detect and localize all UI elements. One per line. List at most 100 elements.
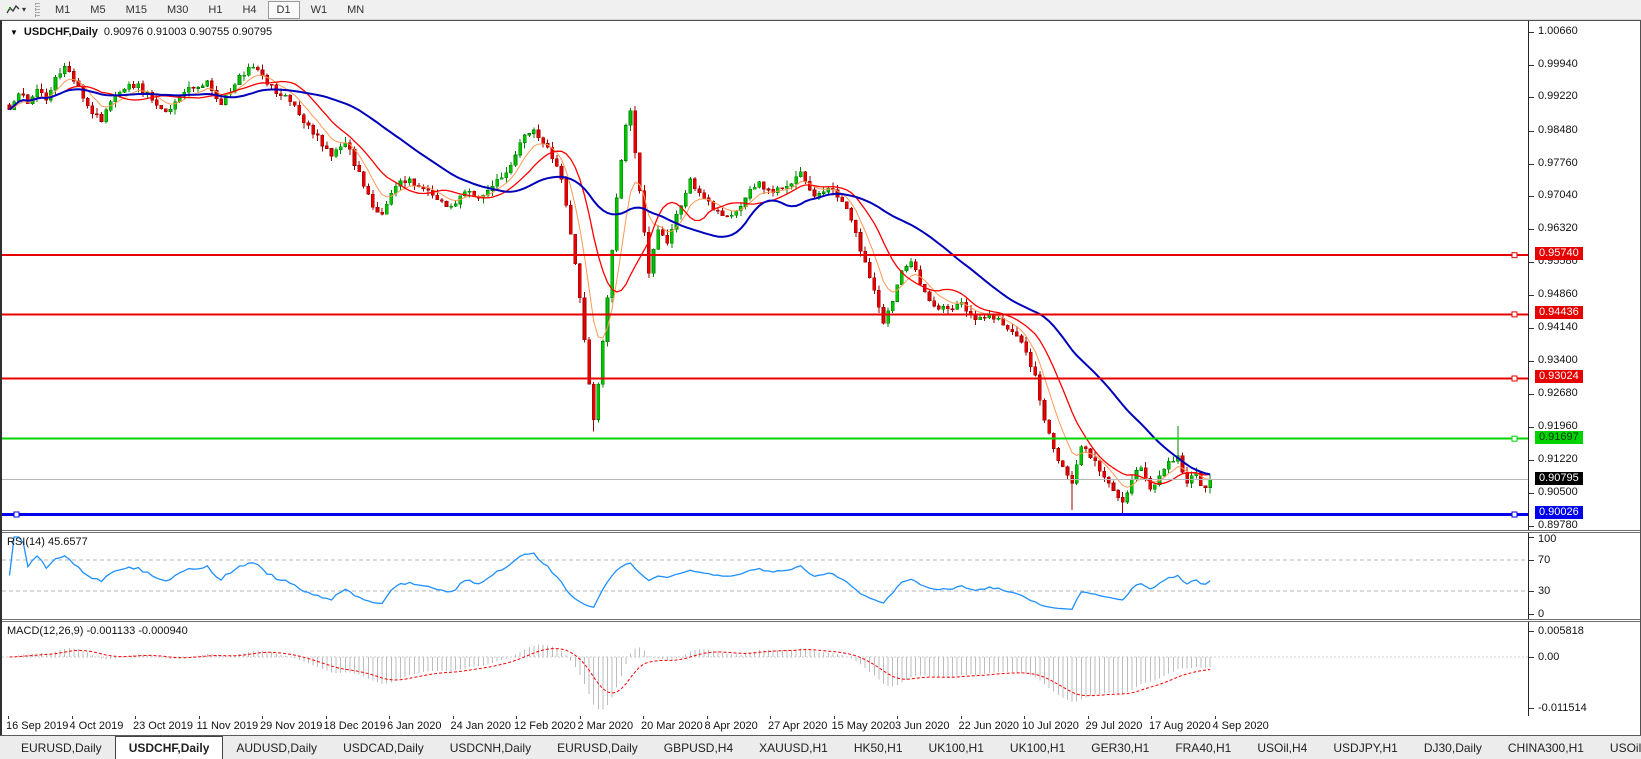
chart-title: ▼ USDCHF,Daily 0.90976 0.91003 0.90755 0… [10,26,272,38]
price-level-label-0.95740: 0.95740 [1535,247,1583,261]
price-axis-tick [1529,163,1534,165]
date-axis-tick [262,716,263,719]
timeframe-button-m5[interactable]: M5 [81,1,114,19]
macd-axis-tick [1529,631,1534,633]
date-axis-label: 27 Apr 2020 [768,720,828,732]
line-study-icon[interactable]: ▾ [3,3,29,17]
price-level-label-0.91697: 0.91697 [1535,430,1583,444]
chart-tab-usdchf-daily[interactable]: USDCHF,Daily [114,736,224,759]
chart-tab-usoil-h1[interactable]: USOil,H1 [1609,740,1641,755]
price-axis-label: 0.90500 [1538,485,1578,498]
date-axis-tick [897,716,898,719]
price-axis-label: 0.99220 [1538,90,1578,103]
chart-tab-xauusd-h1[interactable]: XAUUSD,H1 [759,740,828,755]
macd-axis[interactable]: 0.005818 0.00 -0.011514 [1528,622,1640,716]
price-axis-tick [1529,228,1534,230]
price-axis-label: 0.94140 [1538,320,1578,333]
chart-tab-usoil-h4[interactable]: USOil,H4 [1257,740,1308,755]
chart-tab-bar: EURUSD,Daily USDCHF,Daily AUDUSD,Daily USDC… [0,735,1641,759]
chart-tab-china300-h1[interactable]: CHINA300,H1 [1507,740,1584,755]
chart-tab-audusd-daily[interactable]: AUDUSD,Daily [236,740,318,755]
toolbar-grip-handle[interactable] [35,2,41,17]
price-axis-tick [1529,460,1534,462]
timeframe-button-h1[interactable]: H1 [199,1,231,19]
price-axis-tick [1529,31,1534,33]
chart-tab-dj30-daily[interactable]: DJ30,Daily [1423,740,1482,755]
price-axis-label: 0.97040 [1538,189,1578,202]
candlestick-chart-canvas[interactable] [2,21,1528,530]
macd-chart-canvas[interactable] [2,622,1528,716]
chart-tab-usdcad-daily[interactable]: USDCAD,Daily [343,740,424,755]
chart-symbol-label: USDCHF,Daily [23,26,98,38]
timeframe-button-w1[interactable]: W1 [302,1,337,19]
chart-ohlc-values: 0.90976 0.91003 0.90755 0.90795 [103,26,273,38]
date-axis-tick [325,716,327,719]
price-axis-label: 0.94860 [1538,288,1578,301]
collapse-triangle-icon[interactable]: ▼ [10,27,18,37]
timeframe-button-m30[interactable]: M30 [158,1,197,19]
chart-tab-uk100-h1[interactable]: UK100,H1 [1009,740,1066,755]
date-axis-label: 20 Mar 2020 [641,720,703,732]
zigzag-icon [6,4,20,13]
date-axis-tick [8,716,9,719]
date-axis-label: 11 Nov 2019 [196,720,259,732]
rsi-indicator-label: RSI(14) 45.6577 [7,536,88,548]
timeframe-button-h4[interactable]: H4 [233,1,265,19]
date-axis-tick [1151,716,1152,719]
tool-dropdown-caret[interactable]: ▾ [22,5,27,14]
timeframe-button-m1[interactable]: M1 [46,1,79,19]
panel-separator[interactable] [2,619,1640,622]
main-price-panel[interactable]: 1.00660 0.99940 0.99220 0.98480 0.97760 0.970… [2,21,1640,531]
timeframe-button-mn[interactable]: MN [338,1,373,19]
price-axis[interactable]: 1.00660 0.99940 0.99220 0.98480 0.97760 0.970… [1528,21,1640,531]
price-axis-label: 0.91220 [1538,453,1578,466]
chart-tab-uk100-h1[interactable]: UK100,H1 [928,740,984,755]
panel-separator[interactable] [2,530,1640,533]
rsi-axis-label: 70 [1538,554,1551,567]
ma-line-slow [8,88,1211,476]
chart-tab-usdjpy-h1[interactable]: USDJPY,H1 [1333,740,1398,755]
ma-line-mid [9,80,1211,485]
price-axis-label: 0.96320 [1538,221,1578,234]
chart-tab-usdcnh-daily[interactable]: USDCNH,Daily [449,740,532,755]
date-axis-tick [1087,716,1089,719]
date-axis-tick [770,716,771,719]
date-axis-label: 29 Jul 2020 [1085,720,1143,732]
chart-tab-gbpusd-h4[interactable]: GBPUSD,H4 [663,740,734,755]
date-axis-label: 15 May 2020 [831,720,896,732]
macd-panel[interactable]: 0.005818 0.00 -0.011514 MACD(12,26,9) -0.0… [2,622,1640,716]
price-axis-tick [1529,426,1534,428]
date-axis-tick [833,716,835,719]
macd-axis-label: 0.005818 [1538,625,1584,638]
price-axis-tick [1529,361,1534,363]
date-axis-label: 22 Jun 2020 [958,720,1020,732]
date-axis-label: 12 Feb 2020 [514,720,576,732]
chart-tab-eurusd-daily[interactable]: EURUSD,Daily [21,740,102,755]
chart-tab-eurusd-daily[interactable]: EURUSD,Daily [557,740,638,755]
macd-axis-tick [1529,708,1534,710]
date-axis[interactable]: 16 Sep 2019 4 Oct 2019 23 Oct 2019 11 Nov 2… [2,716,1640,735]
chart-tab-fra40-h1[interactable]: FRA40,H1 [1175,740,1232,755]
date-axis-label: 6 Jan 2020 [387,720,442,732]
timeframe-button-m15[interactable]: M15 [117,1,156,19]
rsi-axis[interactable]: 100 70 30 0 [1528,533,1640,620]
chart-tab-ger30-h1[interactable]: GER30,H1 [1091,740,1150,755]
date-axis-tick [198,716,200,719]
price-axis-label: 0.91960 [1538,419,1578,432]
rsi-chart-canvas[interactable] [2,533,1528,619]
date-axis-label: 3 Jun 2020 [895,720,950,732]
price-axis-label: 0.97760 [1538,156,1578,169]
price-level-label-0.90795: 0.90795 [1535,471,1583,485]
rsi-axis-tick [1529,537,1534,538]
price-axis-label: 0.93400 [1538,354,1578,367]
price-axis-tick [1529,130,1534,132]
macd-signal-line [9,648,1211,697]
rsi-axis-label: 30 [1538,584,1551,597]
date-axis-label: 23 Oct 2019 [133,720,193,732]
date-axis-tick [452,716,454,719]
price-axis-tick [1529,196,1534,198]
price-axis-tick [1529,64,1534,66]
rsi-panel[interactable]: 100 70 30 0 RSI(14) 45.6577 [2,533,1640,620]
chart-tab-hk50-h1[interactable]: HK50,H1 [853,740,903,755]
timeframe-button-d1[interactable]: D1 [267,0,300,19]
